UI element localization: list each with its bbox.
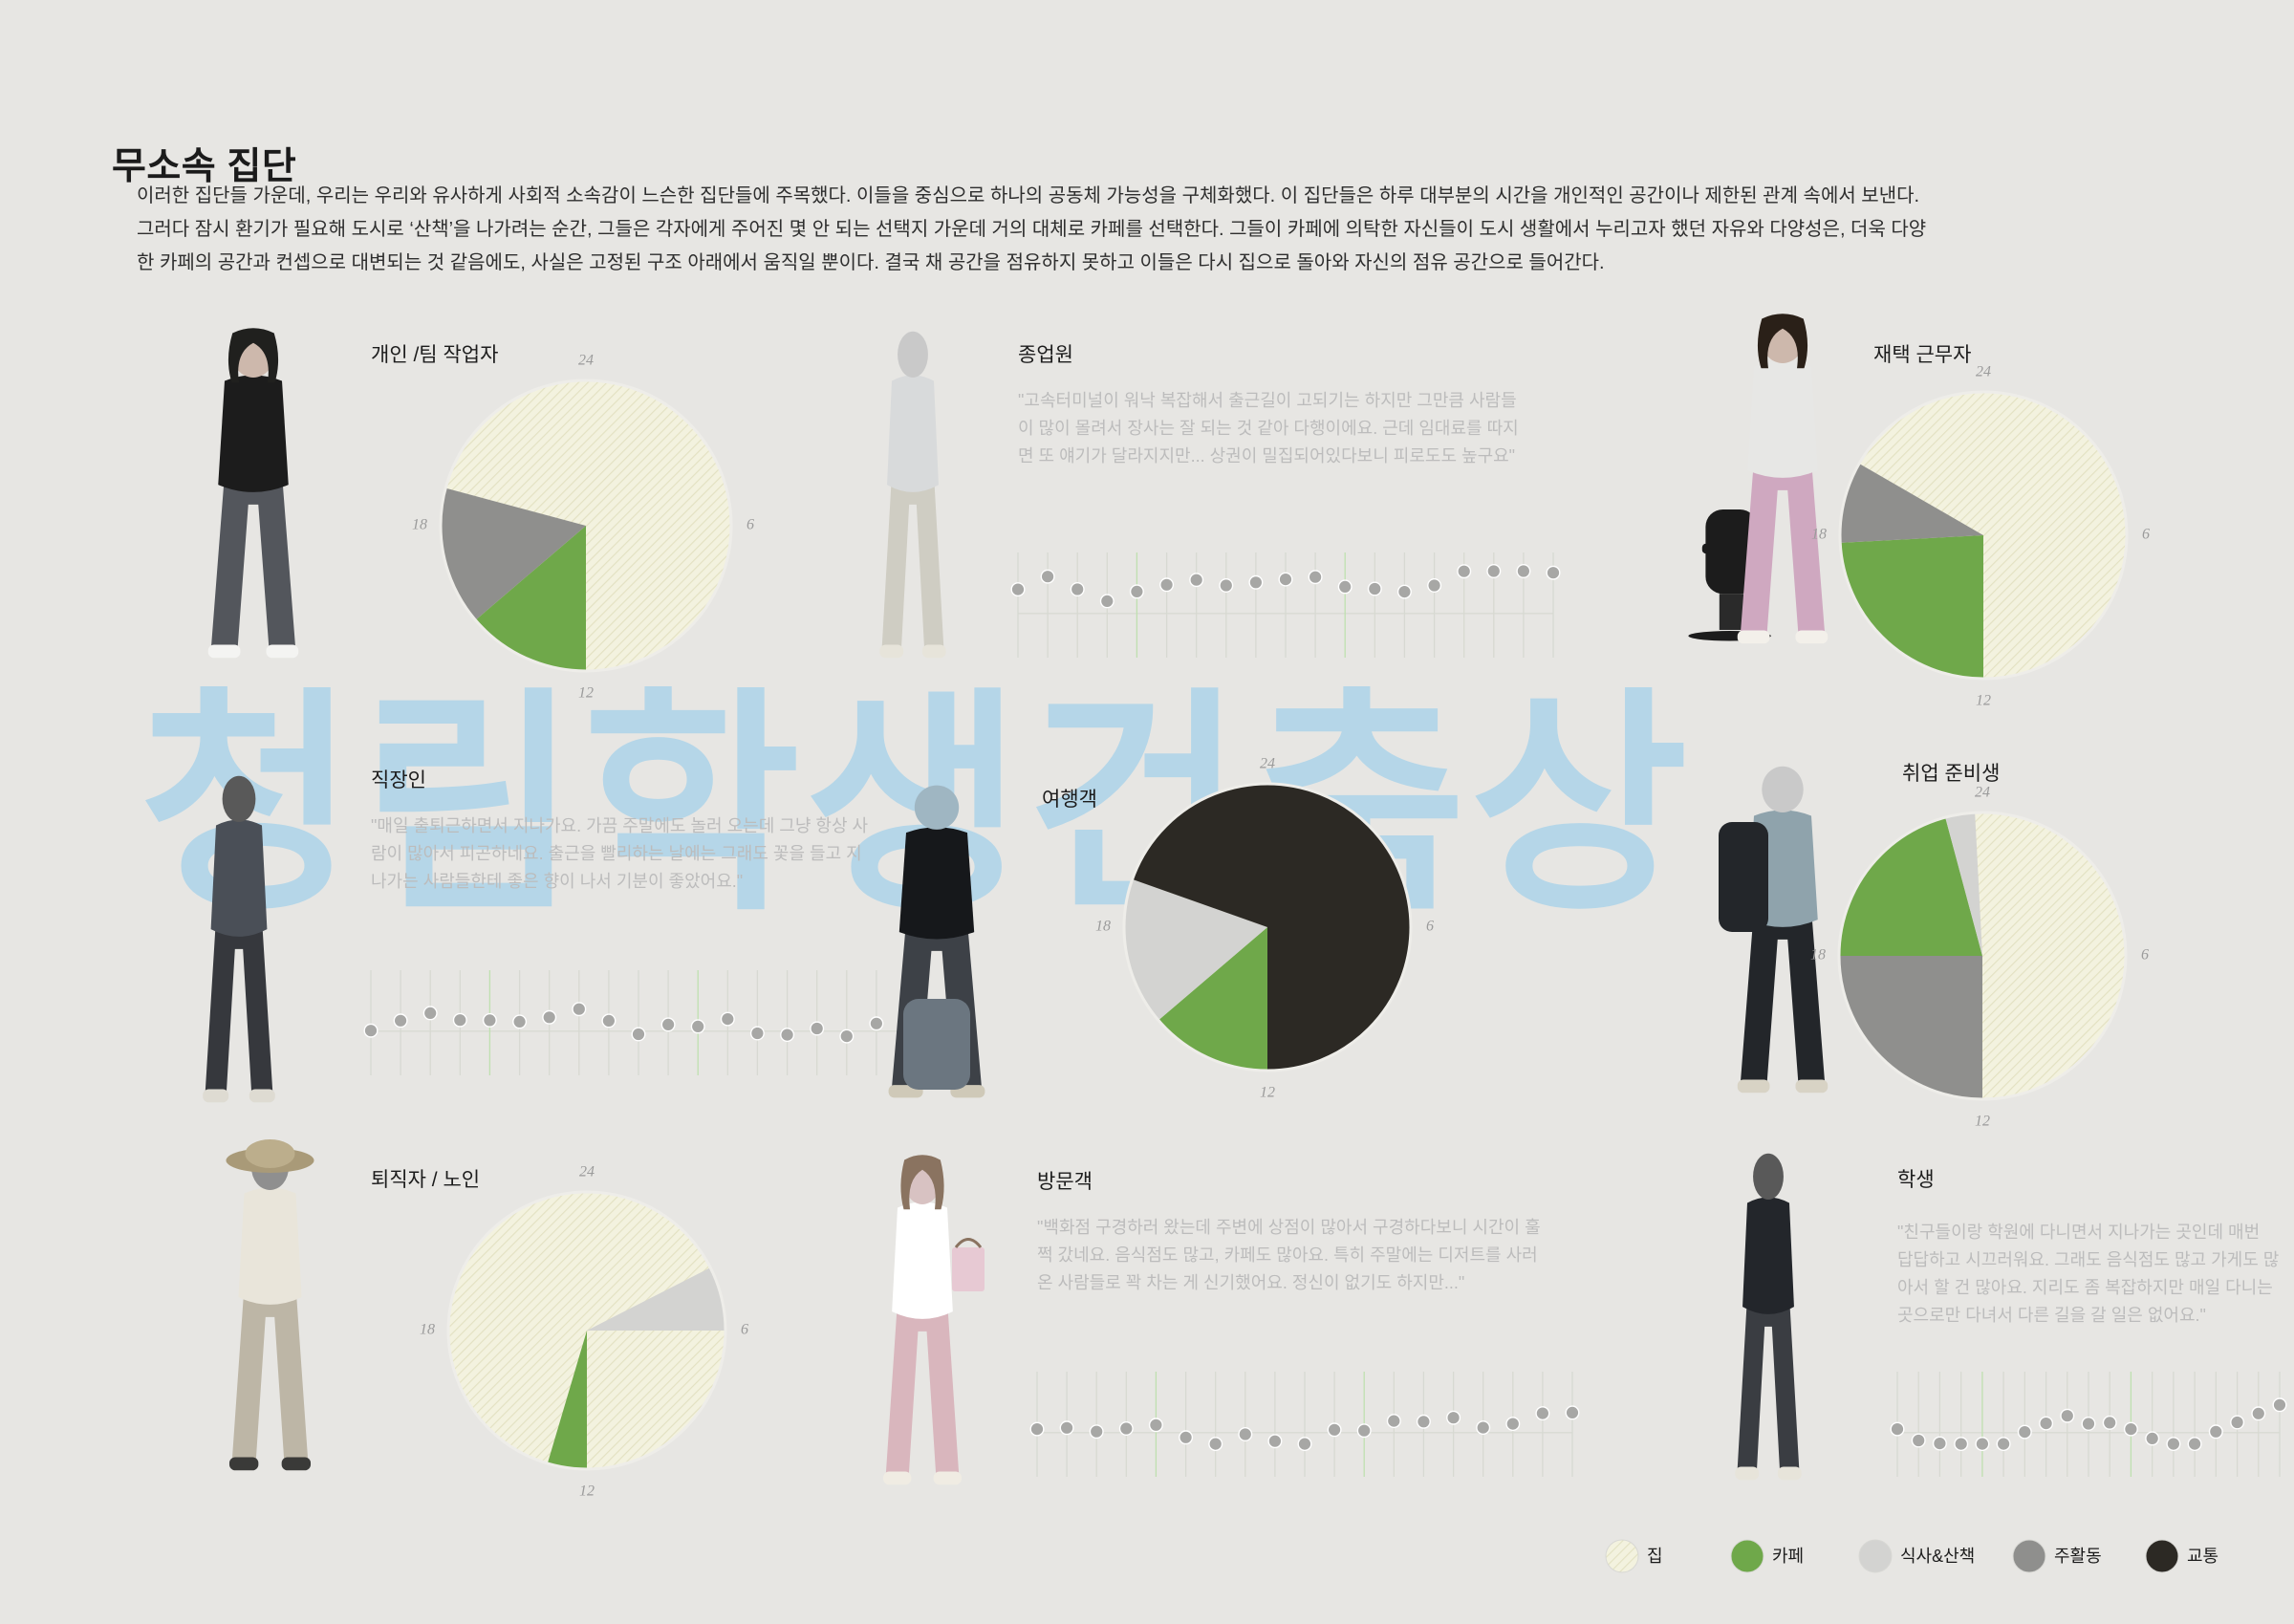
svg-text:18: 18	[420, 1322, 435, 1338]
svg-text:6: 6	[2142, 527, 2150, 543]
svg-text:18: 18	[412, 517, 427, 533]
svg-text:24: 24	[1976, 364, 1991, 380]
svg-text:6: 6	[1426, 919, 1434, 935]
svg-text:18: 18	[1811, 527, 1827, 543]
svg-text:12: 12	[1975, 1114, 1990, 1130]
svg-text:12: 12	[578, 685, 594, 702]
svg-text:24: 24	[1975, 785, 1990, 801]
svg-text:12: 12	[1260, 1085, 1275, 1101]
svg-text:24: 24	[1260, 756, 1275, 772]
svg-text:12: 12	[579, 1483, 595, 1500]
svg-text:6: 6	[747, 517, 754, 533]
svg-text:12: 12	[1976, 693, 1991, 709]
svg-text:24: 24	[579, 1164, 595, 1180]
svg-text:6: 6	[741, 1322, 748, 1338]
svg-text:18: 18	[1095, 919, 1111, 935]
svg-text:24: 24	[578, 353, 594, 369]
svg-text:18: 18	[1810, 947, 1826, 964]
svg-text:6: 6	[2141, 947, 2149, 964]
